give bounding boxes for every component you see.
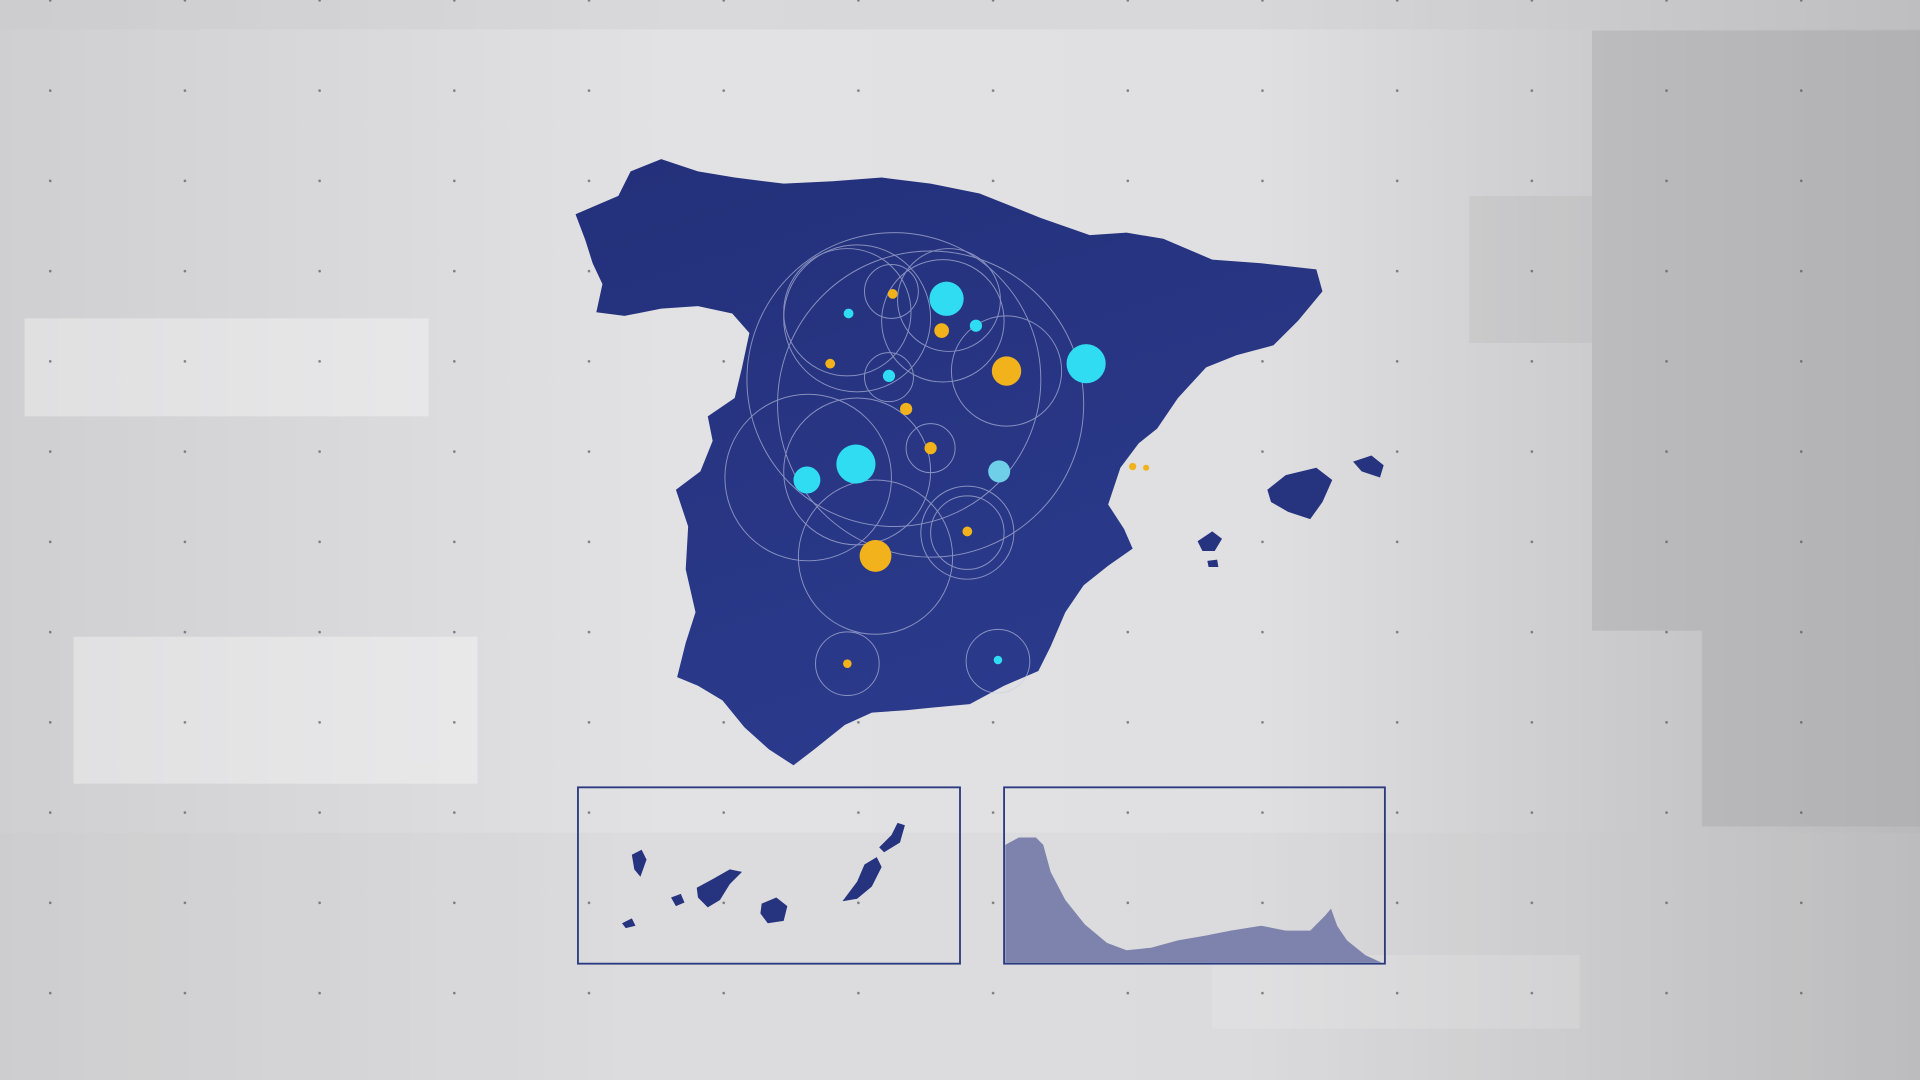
canary-inset <box>577 786 961 965</box>
range-rings <box>724 232 1085 696</box>
balearic-islands <box>1197 455 1384 567</box>
spain-mainland <box>575 159 1323 766</box>
cyan-markers <box>793 281 1106 665</box>
ceuta-melilla-inset <box>1003 786 1386 965</box>
orange-markers <box>825 288 1150 668</box>
